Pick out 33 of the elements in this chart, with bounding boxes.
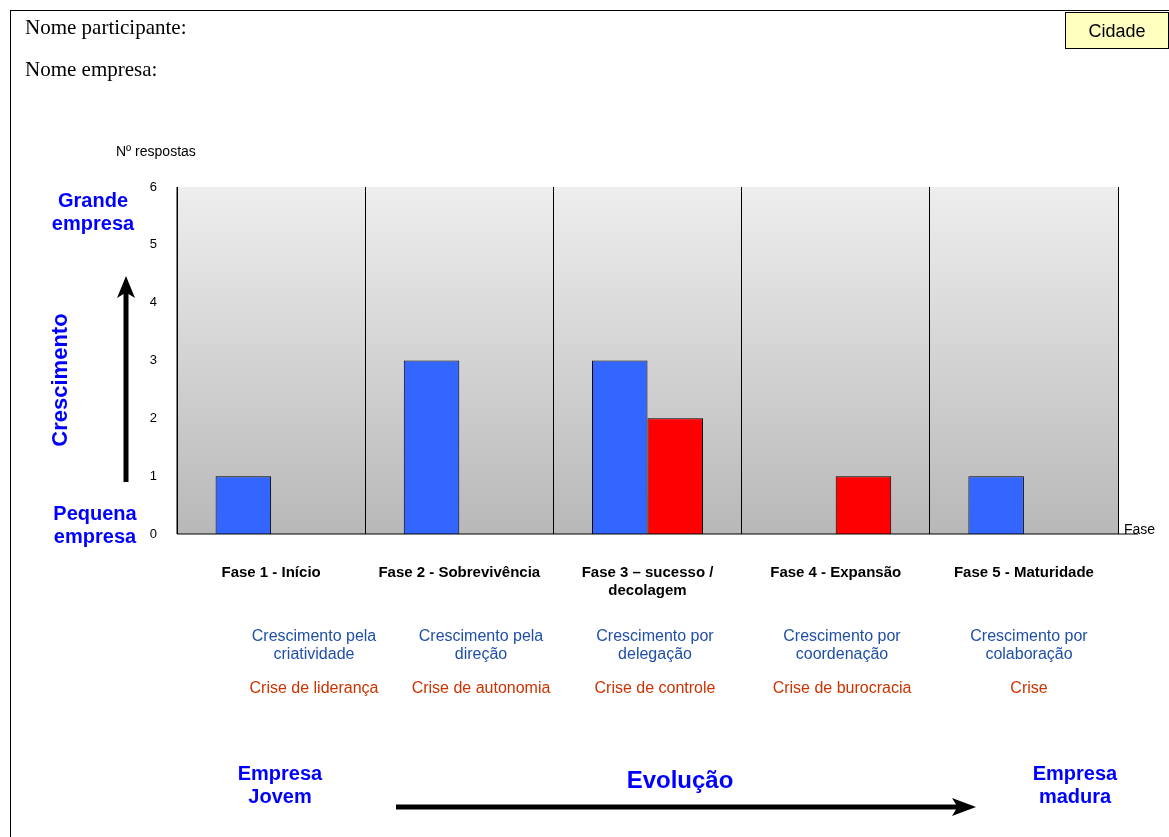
y-tick-label: 2 (149, 409, 157, 425)
y-tick-label: 1 (149, 467, 157, 483)
y-tick-label: 6 (149, 178, 157, 194)
x-axis-title: Fase (1124, 521, 1156, 538)
text: Crescimento pela direção (417, 627, 545, 664)
text: Crise de controle (593, 679, 717, 698)
text: Pequena empresa (52, 502, 138, 548)
text: Grande empresa (50, 189, 136, 235)
text: Crescimento pela criatividade (250, 627, 378, 664)
y-tick-label: 0 (149, 525, 157, 541)
x-tick-label: Fase 1 - Início (221, 563, 321, 581)
x-tick-label: Fase 3 – sucesso / decolagem (581, 563, 715, 599)
text: Crise de liderança (248, 679, 380, 698)
text: Evolução (625, 766, 735, 794)
y-tick-label: 3 (149, 352, 157, 368)
y-axis-title: Nº respostas (116, 143, 196, 160)
x-tick-label: Fase 4 - Expansão (770, 563, 902, 581)
x-tick-label: Fase 5 - Maturidade (953, 563, 1094, 581)
text: Empresa Jovem (236, 762, 324, 808)
text: Crescimento por delegação (595, 627, 715, 664)
text: Crise (1009, 679, 1049, 698)
text: Nome empresa: (25, 57, 158, 82)
y-tick-label: 5 (149, 236, 157, 252)
text: Crise de autonomia (410, 679, 552, 698)
y-tick-label: 4 (149, 294, 157, 310)
text: Empresa madura (1031, 762, 1119, 808)
text: Crescimento (47, 313, 73, 447)
text: Cidade (1065, 12, 1169, 49)
text: Crise de burocracia (771, 679, 913, 698)
x-tick-label: Fase 2 - Sobrevivência (378, 563, 541, 581)
text: Nome participante: (25, 15, 187, 40)
text: Crescimento por coordenação (782, 627, 902, 664)
text: Crescimento por colaboração (969, 627, 1089, 664)
